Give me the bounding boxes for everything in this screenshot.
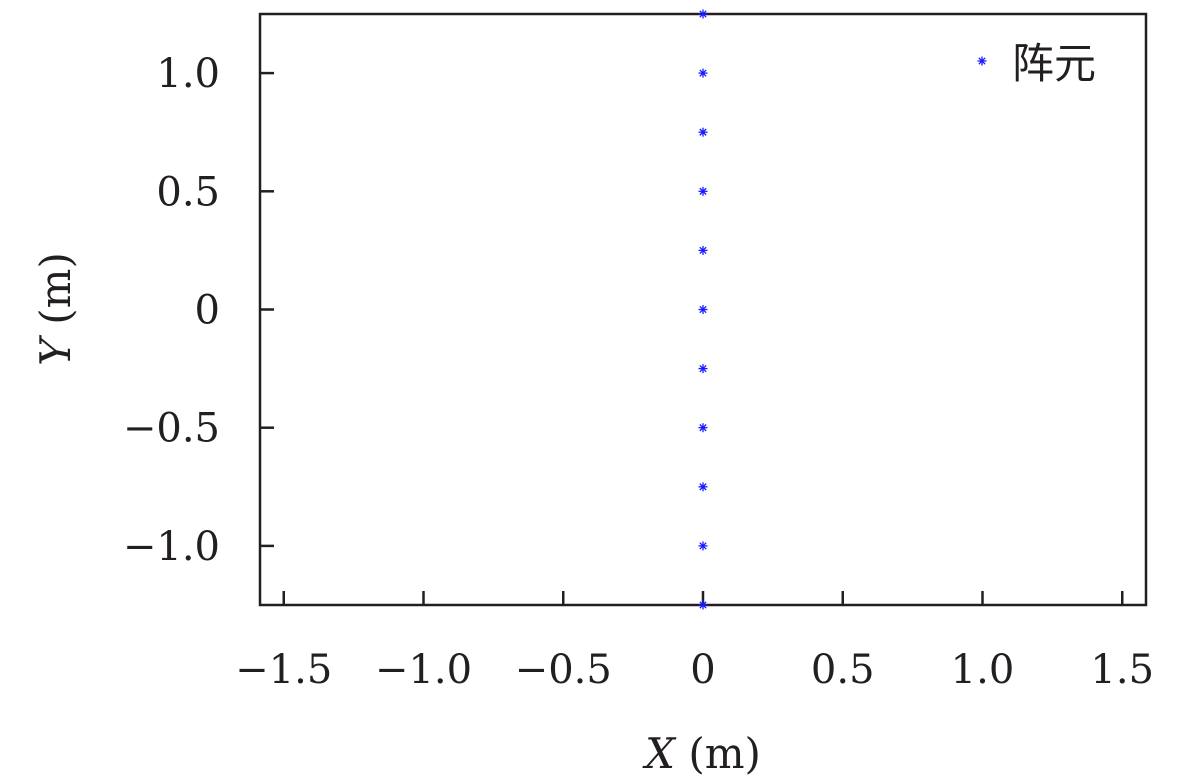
point-marker	[698, 364, 708, 374]
y-tick-label: 0.5	[156, 169, 220, 215]
data-points	[698, 9, 708, 610]
y-tick-label: 1.0	[156, 51, 220, 97]
x-tick-label: −1.5	[235, 647, 332, 693]
x-tick-label: −1.0	[375, 647, 472, 693]
y-axis-ticks: −1.0 −0.5 0 0.5 1.0	[123, 51, 274, 570]
point-marker	[698, 423, 708, 433]
point-marker	[698, 305, 708, 314]
y-axis-label: Y (m)	[31, 252, 80, 366]
x-tick-label: 0	[690, 647, 715, 693]
y-tick-label: −1.0	[123, 524, 220, 570]
point-marker	[698, 541, 708, 551]
x-tick-label: 1.5	[1090, 647, 1154, 693]
point-marker	[698, 245, 708, 255]
y-tick-label: −0.5	[123, 406, 220, 452]
x-axis-label-unit: (m)	[675, 729, 761, 778]
x-axis-label-variable: X	[642, 729, 677, 778]
legend-marker	[977, 56, 987, 66]
y-axis-label-unit: (m)	[31, 252, 80, 338]
legend: 阵元	[977, 39, 1096, 88]
y-tick-label: 0	[195, 288, 220, 334]
x-axis-label: X (m)	[642, 729, 761, 778]
point-marker	[698, 600, 708, 610]
point-marker	[698, 9, 708, 19]
legend-label: 阵元	[1012, 39, 1096, 88]
point-marker	[698, 186, 708, 196]
point-marker	[698, 127, 708, 137]
x-tick-label: −0.5	[515, 647, 612, 693]
point-marker	[698, 482, 708, 492]
point-marker	[698, 68, 708, 78]
x-axis-ticks: −1.5 −1.0 −0.5 0 0.5 1.0 1.5	[235, 591, 1154, 693]
x-tick-label: 0.5	[811, 647, 875, 693]
x-tick-label: 1.0	[951, 647, 1015, 693]
point-marker	[977, 56, 987, 66]
y-axis-label-variable: Y	[31, 334, 80, 366]
